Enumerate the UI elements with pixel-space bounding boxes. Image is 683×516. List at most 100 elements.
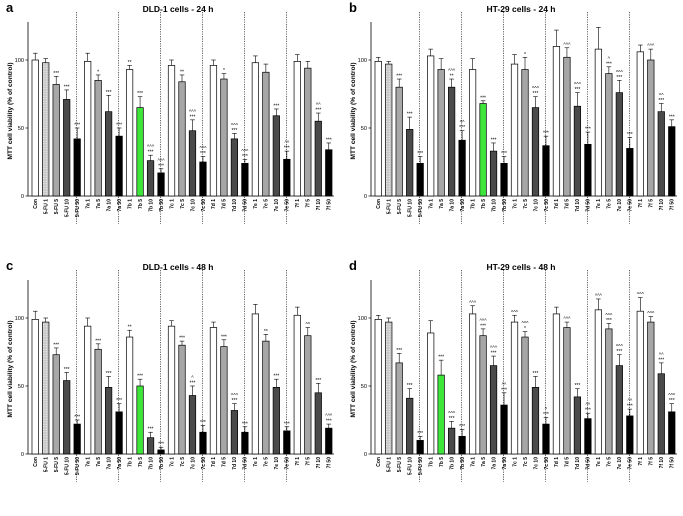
bar — [52, 354, 60, 455]
significance-label: ^ *** — [190, 376, 196, 387]
x-tick-label: 7d 1 — [554, 199, 560, 209]
significance-label: ^^^ — [647, 311, 655, 317]
significance-label: *** — [106, 371, 112, 377]
significance-label: *** — [242, 421, 248, 427]
x-tick-label: 7a 1 — [428, 199, 434, 209]
significance-label: *** — [53, 71, 59, 77]
y-axis-label: MTT cell viability (% of control) — [350, 320, 357, 417]
significance-label: *** — [106, 90, 112, 96]
bar — [105, 111, 113, 197]
significance-label: *** — [74, 123, 80, 129]
x-tick-label: 7d 1 — [554, 457, 560, 467]
x-tick-label: 7c 5 — [180, 199, 186, 209]
bar — [42, 62, 50, 197]
x-tick-label: 5-FU 1 — [44, 199, 50, 215]
significance-label: ** — [128, 60, 132, 66]
significance-label: ^^^ *** — [231, 123, 239, 134]
significance-label: *** — [417, 151, 423, 157]
x-tick-label: 7f 50 — [670, 457, 676, 469]
x-tick-label: 5-FU 1 — [44, 457, 50, 473]
bar — [594, 309, 602, 455]
bar — [500, 163, 508, 197]
bar — [42, 321, 50, 455]
significance-label: *** — [53, 342, 59, 348]
bar — [241, 431, 249, 455]
significance-label: *** — [669, 114, 675, 120]
bar — [94, 348, 102, 455]
x-tick-label: 7c 50 — [544, 457, 550, 470]
bar — [304, 335, 312, 455]
x-tick-label: 7c 50 — [201, 199, 207, 212]
bar — [241, 163, 249, 197]
significance-label: ^^^ *** — [616, 344, 624, 355]
bar — [283, 158, 291, 197]
x-tick-label: 7c 1 — [169, 457, 175, 467]
significance-label: *** — [491, 137, 497, 143]
x-tick-label: 7b 50 — [159, 199, 165, 212]
x-tick-label: 7c 10 — [533, 457, 539, 470]
panel-a: a DLD-1 cells - 24 h MTT cell viability (%… — [6, 0, 334, 224]
significance-label: ^^^ *** — [241, 149, 249, 160]
x-tick-label: 7b 1 — [428, 457, 434, 467]
x-tick-label: Con — [33, 199, 39, 209]
bar — [395, 86, 403, 197]
x-tick-label: 7f 10 — [316, 457, 322, 469]
significance-label: *** — [627, 132, 633, 138]
bar — [251, 313, 259, 455]
x-tick-label: 7f 50 — [327, 199, 333, 211]
significance-label: *** — [480, 95, 486, 101]
bar — [146, 437, 155, 455]
bar — [668, 411, 676, 455]
bar — [293, 314, 301, 455]
x-tick-label: 7e 1 — [253, 457, 259, 467]
significance-label: ^^^ *** — [189, 109, 197, 120]
bar — [73, 423, 81, 455]
y-axis-label: MTT cell viability (% of control) — [7, 62, 14, 159]
x-tick-label: 7c 1 — [169, 199, 175, 209]
significance-label: *** — [315, 378, 321, 384]
x-tick-label: 7d 50 — [586, 457, 592, 470]
bar — [283, 430, 291, 455]
x-tick-label: 7b 5 — [138, 457, 144, 467]
significance-label: *** — [396, 348, 402, 354]
bar — [521, 69, 529, 197]
bar — [510, 321, 519, 455]
y-tick-label: 50 — [18, 126, 24, 132]
significance-label: ^^ *** — [284, 141, 290, 152]
x-tick-label: 7f 10 — [659, 457, 665, 469]
significance-label: *** — [137, 91, 143, 97]
x-tick-label: 7b 50 — [460, 457, 466, 470]
bar — [167, 325, 176, 455]
x-tick-label: 5-FU 5 — [54, 457, 60, 473]
x-tick-label: 7b 10 — [449, 457, 455, 470]
bar — [657, 111, 665, 197]
bar — [105, 387, 113, 455]
bar — [374, 61, 382, 197]
significance-label: ^^^ — [637, 292, 645, 298]
bar — [458, 139, 466, 197]
x-tick-label: 7b 1 — [127, 199, 133, 209]
x-tick-label: 7e 50 — [628, 199, 634, 212]
significance-label: ^^ *** — [627, 399, 633, 410]
significance-label: ^^^ *** — [199, 146, 207, 157]
bar — [136, 385, 144, 455]
significance-label: *** — [533, 371, 539, 377]
significance-label: ^^^ — [563, 317, 571, 323]
x-tick-label: 5-FU 50 — [75, 457, 81, 475]
significance-label: ^^^ *** — [616, 70, 624, 81]
x-tick-label: 7e 10 — [274, 199, 280, 212]
bar — [552, 46, 561, 197]
bar — [636, 51, 644, 197]
bar — [115, 411, 123, 455]
bar — [406, 397, 414, 455]
significance-label: *** — [221, 334, 227, 340]
significance-label: *** — [407, 112, 413, 118]
significance-label: * — [223, 68, 225, 74]
bar — [52, 84, 60, 197]
bar — [325, 427, 333, 455]
significance-label: ^^^ *** — [490, 346, 498, 357]
x-tick-label: 7b 50 — [159, 457, 165, 470]
x-tick-label: 7e 50 — [285, 457, 291, 470]
x-tick-label: Con — [33, 457, 39, 467]
